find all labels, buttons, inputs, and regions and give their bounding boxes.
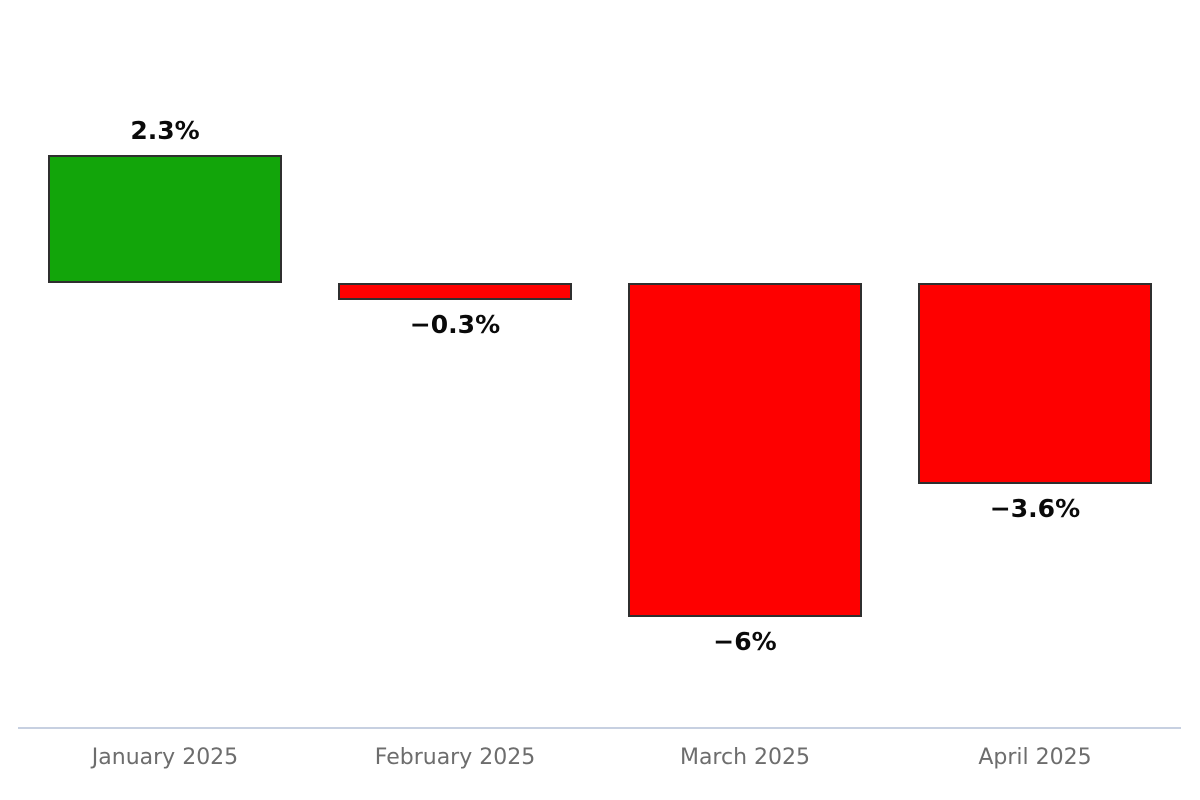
bar-april-2025: [918, 283, 1152, 484]
value-label-february-2025: −0.3%: [409, 310, 501, 339]
x-tick-label-march-2025: March 2025: [679, 745, 811, 770]
bar-february-2025: [338, 283, 572, 300]
x-tick-label-april-2025: April 2025: [978, 745, 1092, 770]
x-tick-label-february-2025: February 2025: [374, 745, 536, 770]
value-label-january-2025: 2.3%: [130, 116, 200, 145]
bar-march-2025: [628, 283, 862, 617]
bar-january-2025: [48, 155, 282, 283]
x-axis-line: [18, 727, 1181, 729]
value-label-march-2025: −6%: [713, 627, 777, 656]
value-label-april-2025: −3.6%: [989, 494, 1081, 523]
x-tick-label-january-2025: January 2025: [91, 745, 239, 770]
